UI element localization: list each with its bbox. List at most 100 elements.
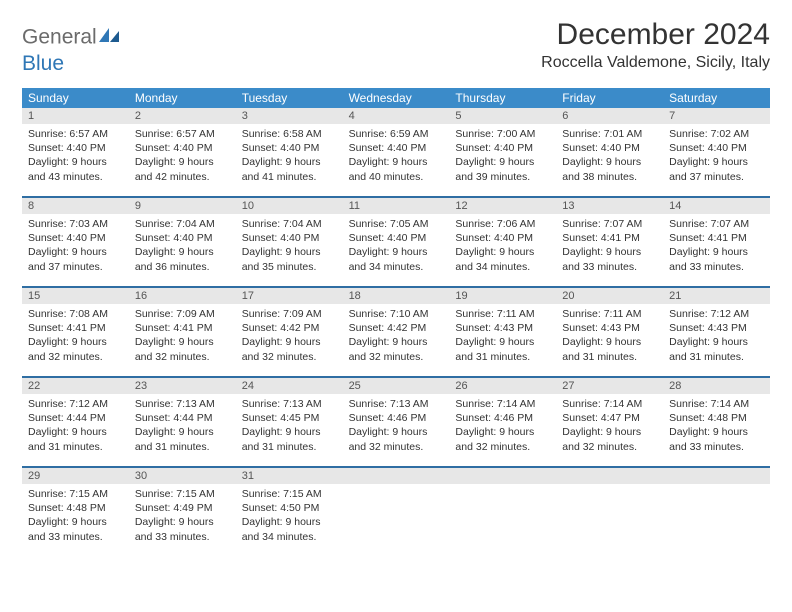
sunrise-text: Sunrise: 7:04 AM (135, 217, 230, 231)
title-block: December 2024 Roccella Valdemone, Sicily… (541, 18, 770, 72)
day-number: 16 (129, 288, 236, 304)
day-header: Friday (556, 88, 663, 108)
sunrise-text: Sunrise: 7:01 AM (562, 127, 657, 141)
day-number: 24 (236, 378, 343, 394)
day-number: 25 (343, 378, 450, 394)
cell-body: Sunrise: 7:12 AMSunset: 4:44 PMDaylight:… (22, 394, 129, 460)
sunrise-text: Sunrise: 7:03 AM (28, 217, 123, 231)
calendar-cell: 25Sunrise: 7:13 AMSunset: 4:46 PMDayligh… (343, 378, 450, 466)
cell-body: Sunrise: 7:02 AMSunset: 4:40 PMDaylight:… (663, 124, 770, 190)
cell-body: Sunrise: 7:03 AMSunset: 4:40 PMDaylight:… (22, 214, 129, 280)
sunrise-text: Sunrise: 7:11 AM (562, 307, 657, 321)
cell-body: Sunrise: 6:58 AMSunset: 4:40 PMDaylight:… (236, 124, 343, 190)
calendar-cell: 27Sunrise: 7:14 AMSunset: 4:47 PMDayligh… (556, 378, 663, 466)
sunset-text: Sunset: 4:40 PM (562, 141, 657, 155)
daylight-text: Daylight: 9 hours and 33 minutes. (135, 515, 230, 543)
day-number: 11 (343, 198, 450, 214)
day-number: 12 (449, 198, 556, 214)
calendar-cell: 11Sunrise: 7:05 AMSunset: 4:40 PMDayligh… (343, 198, 450, 286)
sunrise-text: Sunrise: 7:00 AM (455, 127, 550, 141)
sunrise-text: Sunrise: 7:06 AM (455, 217, 550, 231)
day-number: 9 (129, 198, 236, 214)
calendar-cell: 10Sunrise: 7:04 AMSunset: 4:40 PMDayligh… (236, 198, 343, 286)
cell-body: Sunrise: 7:15 AMSunset: 4:49 PMDaylight:… (129, 484, 236, 550)
sunset-text: Sunset: 4:40 PM (242, 141, 337, 155)
day-number: 6 (556, 108, 663, 124)
cell-body: Sunrise: 7:04 AMSunset: 4:40 PMDaylight:… (236, 214, 343, 280)
location-label: Roccella Valdemone, Sicily, Italy (541, 54, 770, 72)
calendar-cell: 21Sunrise: 7:12 AMSunset: 4:43 PMDayligh… (663, 288, 770, 376)
sunrise-text: Sunrise: 7:14 AM (455, 397, 550, 411)
day-number: 23 (129, 378, 236, 394)
calendar-cell: 22Sunrise: 7:12 AMSunset: 4:44 PMDayligh… (22, 378, 129, 466)
calendar-cell: 20Sunrise: 7:11 AMSunset: 4:43 PMDayligh… (556, 288, 663, 376)
cell-body: Sunrise: 7:14 AMSunset: 4:46 PMDaylight:… (449, 394, 556, 460)
cell-body: Sunrise: 7:00 AMSunset: 4:40 PMDaylight:… (449, 124, 556, 190)
sunset-text: Sunset: 4:41 PM (135, 321, 230, 335)
day-number: 30 (129, 468, 236, 484)
cell-body (663, 484, 770, 493)
calendar-cell: 30Sunrise: 7:15 AMSunset: 4:49 PMDayligh… (129, 468, 236, 556)
calendar-cell: 19Sunrise: 7:11 AMSunset: 4:43 PMDayligh… (449, 288, 556, 376)
sunrise-text: Sunrise: 7:13 AM (349, 397, 444, 411)
cell-body: Sunrise: 7:04 AMSunset: 4:40 PMDaylight:… (129, 214, 236, 280)
calendar-cell: 18Sunrise: 7:10 AMSunset: 4:42 PMDayligh… (343, 288, 450, 376)
day-number: 10 (236, 198, 343, 214)
sunset-text: Sunset: 4:40 PM (28, 141, 123, 155)
cell-body (449, 484, 556, 493)
weeks-container: 1Sunrise: 6:57 AMSunset: 4:40 PMDaylight… (22, 108, 770, 556)
sunrise-text: Sunrise: 7:09 AM (242, 307, 337, 321)
daylight-text: Daylight: 9 hours and 38 minutes. (562, 155, 657, 183)
sunrise-text: Sunrise: 7:15 AM (242, 487, 337, 501)
cell-body: Sunrise: 7:09 AMSunset: 4:41 PMDaylight:… (129, 304, 236, 370)
day-number: 3 (236, 108, 343, 124)
week-row: 8Sunrise: 7:03 AMSunset: 4:40 PMDaylight… (22, 196, 770, 286)
cell-body: Sunrise: 7:13 AMSunset: 4:44 PMDaylight:… (129, 394, 236, 460)
sunset-text: Sunset: 4:41 PM (669, 231, 764, 245)
calendar-cell (449, 468, 556, 556)
sunrise-text: Sunrise: 7:08 AM (28, 307, 123, 321)
sunset-text: Sunset: 4:41 PM (28, 321, 123, 335)
day-number: 21 (663, 288, 770, 304)
day-headers-row: SundayMondayTuesdayWednesdayThursdayFrid… (22, 88, 770, 108)
sunrise-text: Sunrise: 7:15 AM (28, 487, 123, 501)
day-number: 13 (556, 198, 663, 214)
sunrise-text: Sunrise: 7:12 AM (669, 307, 764, 321)
cell-body (343, 484, 450, 493)
sunset-text: Sunset: 4:46 PM (455, 411, 550, 425)
sunrise-text: Sunrise: 7:13 AM (135, 397, 230, 411)
daylight-text: Daylight: 9 hours and 35 minutes. (242, 245, 337, 273)
day-header: Sunday (22, 88, 129, 108)
day-number: 4 (343, 108, 450, 124)
daylight-text: Daylight: 9 hours and 32 minutes. (135, 335, 230, 363)
sunrise-text: Sunrise: 7:07 AM (669, 217, 764, 231)
sunrise-text: Sunrise: 7:04 AM (242, 217, 337, 231)
cell-body: Sunrise: 7:06 AMSunset: 4:40 PMDaylight:… (449, 214, 556, 280)
cell-body: Sunrise: 7:07 AMSunset: 4:41 PMDaylight:… (556, 214, 663, 280)
day-number (556, 468, 663, 484)
daylight-text: Daylight: 9 hours and 31 minutes. (669, 335, 764, 363)
sunrise-text: Sunrise: 6:57 AM (28, 127, 123, 141)
day-header: Monday (129, 88, 236, 108)
cell-body: Sunrise: 7:05 AMSunset: 4:40 PMDaylight:… (343, 214, 450, 280)
sunset-text: Sunset: 4:46 PM (349, 411, 444, 425)
cell-body: Sunrise: 7:10 AMSunset: 4:42 PMDaylight:… (343, 304, 450, 370)
sunset-text: Sunset: 4:40 PM (242, 231, 337, 245)
sunrise-text: Sunrise: 7:11 AM (455, 307, 550, 321)
sunset-text: Sunset: 4:40 PM (349, 231, 444, 245)
calendar-cell: 5Sunrise: 7:00 AMSunset: 4:40 PMDaylight… (449, 108, 556, 196)
daylight-text: Daylight: 9 hours and 31 minutes. (135, 425, 230, 453)
cell-body: Sunrise: 7:12 AMSunset: 4:43 PMDaylight:… (663, 304, 770, 370)
cell-body: Sunrise: 7:07 AMSunset: 4:41 PMDaylight:… (663, 214, 770, 280)
sunset-text: Sunset: 4:44 PM (28, 411, 123, 425)
daylight-text: Daylight: 9 hours and 32 minutes. (28, 335, 123, 363)
calendar-cell: 16Sunrise: 7:09 AMSunset: 4:41 PMDayligh… (129, 288, 236, 376)
daylight-text: Daylight: 9 hours and 31 minutes. (242, 425, 337, 453)
daylight-text: Daylight: 9 hours and 33 minutes. (669, 425, 764, 453)
week-row: 15Sunrise: 7:08 AMSunset: 4:41 PMDayligh… (22, 286, 770, 376)
calendar-cell: 2Sunrise: 6:57 AMSunset: 4:40 PMDaylight… (129, 108, 236, 196)
daylight-text: Daylight: 9 hours and 43 minutes. (28, 155, 123, 183)
month-title: December 2024 (541, 18, 770, 52)
cell-body: Sunrise: 7:15 AMSunset: 4:50 PMDaylight:… (236, 484, 343, 550)
calendar-cell: 9Sunrise: 7:04 AMSunset: 4:40 PMDaylight… (129, 198, 236, 286)
